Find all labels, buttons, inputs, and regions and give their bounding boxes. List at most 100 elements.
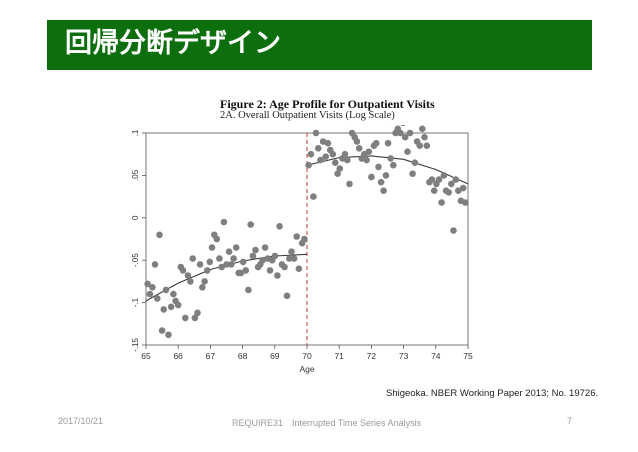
data-point bbox=[228, 261, 235, 268]
fit-line-right bbox=[306, 155, 469, 185]
data-point bbox=[419, 125, 426, 133]
data-point bbox=[149, 284, 156, 291]
data-point bbox=[301, 235, 308, 243]
data-point bbox=[196, 261, 204, 268]
data-point bbox=[154, 295, 161, 302]
figure-subtitle: 2A. Overall Outpatient Visits (Log Scale… bbox=[220, 110, 395, 121]
data-point bbox=[375, 163, 382, 171]
data-point bbox=[423, 142, 431, 149]
y-tick-label: -.1 bbox=[131, 297, 140, 307]
data-point bbox=[187, 278, 194, 285]
data-point bbox=[156, 231, 163, 239]
data-point bbox=[353, 138, 361, 145]
data-point bbox=[165, 331, 172, 339]
data-point bbox=[261, 244, 269, 251]
data-point bbox=[421, 133, 428, 141]
data-point bbox=[162, 286, 170, 294]
data-point bbox=[194, 309, 201, 317]
x-tick-label: 74 bbox=[431, 351, 441, 361]
data-point bbox=[305, 161, 312, 169]
data-point bbox=[199, 284, 206, 291]
data-point bbox=[216, 255, 223, 262]
data-point bbox=[242, 267, 250, 274]
data-point bbox=[445, 189, 453, 196]
x-tick-label: 71 bbox=[334, 351, 344, 361]
slide-title: 回帰分断デザイン bbox=[65, 28, 281, 59]
figure-title: Figure 2: Age Profile for Outpatient Vis… bbox=[220, 97, 435, 111]
data-point bbox=[245, 286, 252, 294]
data-point bbox=[450, 227, 457, 234]
data-point bbox=[295, 265, 303, 272]
data-point bbox=[274, 272, 281, 279]
y-tick-label: -.15 bbox=[131, 338, 140, 352]
data-point bbox=[344, 156, 351, 164]
data-point bbox=[355, 145, 363, 152]
data-point bbox=[293, 233, 300, 240]
y-tick-label: .05 bbox=[131, 169, 140, 181]
x-tick-label: 69 bbox=[270, 351, 280, 361]
data-point bbox=[440, 172, 448, 179]
data-point bbox=[401, 133, 409, 141]
data-point bbox=[397, 129, 404, 137]
data-point bbox=[307, 150, 315, 158]
data-point bbox=[206, 258, 214, 266]
citation: Shigeoka. NBER Working Paper 2013; No. 1… bbox=[386, 388, 599, 399]
footer-date: 2017/10/21 bbox=[58, 416, 104, 426]
data-point bbox=[411, 159, 419, 166]
data-point bbox=[144, 280, 151, 288]
data-point bbox=[380, 187, 387, 194]
data-point bbox=[334, 170, 341, 177]
data-point bbox=[189, 255, 196, 262]
footer-presentation-title: REQUIRE31 Interrupted Time Series Analys… bbox=[232, 418, 422, 428]
footer-page-number: 7 bbox=[567, 416, 573, 426]
data-point bbox=[409, 170, 416, 177]
data-point bbox=[346, 180, 353, 188]
data-point bbox=[363, 156, 370, 164]
data-point bbox=[382, 172, 390, 179]
data-point bbox=[288, 248, 295, 255]
data-point bbox=[372, 139, 380, 147]
data-point bbox=[384, 139, 392, 147]
data-point bbox=[406, 129, 414, 137]
data-point bbox=[239, 258, 247, 266]
data-point bbox=[400, 125, 406, 127]
data-point bbox=[329, 150, 337, 158]
data-point bbox=[390, 161, 397, 169]
data-point bbox=[448, 180, 455, 188]
data-point bbox=[462, 199, 469, 206]
data-point bbox=[259, 256, 266, 264]
data-point bbox=[170, 290, 177, 298]
data-point bbox=[230, 255, 237, 262]
data-point bbox=[151, 261, 159, 268]
data-point bbox=[252, 246, 259, 254]
data-point bbox=[203, 267, 211, 274]
data-point bbox=[182, 314, 189, 322]
data-point bbox=[184, 272, 192, 279]
data-point bbox=[455, 187, 462, 194]
data-point bbox=[167, 303, 175, 311]
data-point bbox=[286, 255, 293, 262]
data-point bbox=[266, 267, 274, 274]
y-tick-label: .1 bbox=[131, 129, 140, 136]
data-point bbox=[377, 178, 385, 186]
data-point bbox=[281, 263, 288, 271]
data-point bbox=[208, 244, 216, 251]
data-point bbox=[213, 235, 221, 243]
data-point bbox=[146, 290, 154, 298]
slide-title-bar: 回帰分断デザイン bbox=[47, 20, 592, 70]
data-point bbox=[223, 261, 230, 268]
data-point bbox=[158, 327, 166, 334]
data-point bbox=[428, 176, 436, 183]
data-point bbox=[368, 173, 375, 181]
data-point bbox=[179, 267, 187, 274]
data-point bbox=[365, 148, 373, 155]
x-tick-label: 70 bbox=[302, 351, 312, 361]
data-point bbox=[310, 193, 317, 200]
data-point bbox=[283, 292, 291, 300]
data-point bbox=[271, 252, 279, 260]
data-point bbox=[341, 150, 349, 158]
data-point bbox=[317, 156, 324, 164]
x-tick-label: 67 bbox=[206, 351, 216, 361]
x-tick-label: 66 bbox=[173, 351, 183, 361]
data-point bbox=[324, 139, 332, 147]
